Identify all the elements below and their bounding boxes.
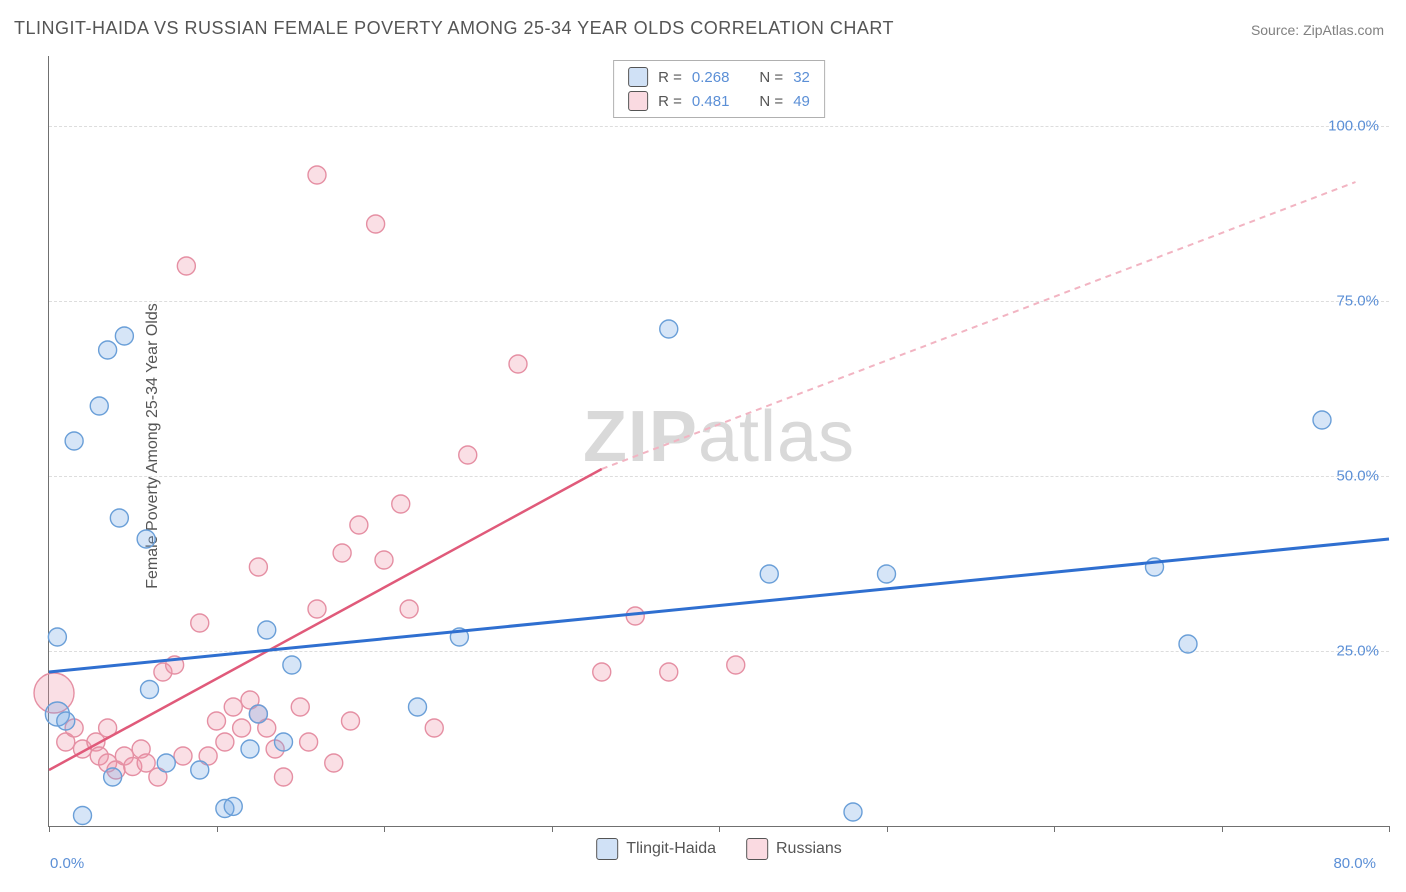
- scatter-point-blue: [137, 530, 155, 548]
- scatter-point-blue: [1313, 411, 1331, 429]
- x-tick: [217, 826, 218, 832]
- legend-label-blue: Tlingit-Haida: [626, 840, 716, 858]
- scatter-point-pink: [249, 558, 267, 576]
- scatter-point-blue: [660, 320, 678, 338]
- scatter-point-pink: [191, 614, 209, 632]
- series-legend: Tlingit-Haida Russians: [596, 838, 842, 860]
- legend-swatch-pink-icon: [746, 838, 768, 860]
- x-tick: [552, 826, 553, 832]
- scatter-point-blue: [74, 807, 92, 825]
- scatter-point-blue: [57, 712, 75, 730]
- trend-line: [49, 469, 602, 770]
- source-attribution: Source: ZipAtlas.com: [1251, 22, 1384, 38]
- chart-title: TLINGIT-HAIDA VS RUSSIAN FEMALE POVERTY …: [14, 18, 894, 39]
- r-value-pink: 0.481: [692, 93, 730, 110]
- legend-item-blue: Tlingit-Haida: [596, 838, 716, 860]
- scatter-point-blue: [115, 327, 133, 345]
- n-value-blue: 32: [793, 69, 810, 86]
- scatter-point-blue: [1179, 635, 1197, 653]
- scatter-point-pink: [593, 663, 611, 681]
- scatter-point-blue: [878, 565, 896, 583]
- r-label: R =: [658, 93, 682, 110]
- scatter-point-blue: [409, 698, 427, 716]
- scatter-point-pink: [660, 663, 678, 681]
- x-tick: [49, 826, 50, 832]
- x-axis-start-label: 0.0%: [50, 855, 84, 872]
- scatter-point-pink: [509, 355, 527, 373]
- scatter-point-blue: [224, 797, 242, 815]
- scatter-point-pink: [626, 607, 644, 625]
- scatter-point-blue: [844, 803, 862, 821]
- legend-label-pink: Russians: [776, 840, 842, 858]
- scatter-point-pink: [177, 257, 195, 275]
- scatter-point-blue: [65, 432, 83, 450]
- x-tick: [719, 826, 720, 832]
- scatter-point-blue: [110, 509, 128, 527]
- scatter-point-pink: [325, 754, 343, 772]
- scatter-point-blue: [157, 754, 175, 772]
- n-label: N =: [759, 93, 783, 110]
- n-value-pink: 49: [793, 93, 810, 110]
- r-value-blue: 0.268: [692, 69, 730, 86]
- scatter-point-blue: [191, 761, 209, 779]
- legend-row-blue: R = 0.268 N = 32: [628, 65, 810, 89]
- scatter-point-pink: [224, 698, 242, 716]
- scatter-point-pink: [459, 446, 477, 464]
- legend-swatch-blue: [628, 67, 648, 87]
- legend-swatch-blue-icon: [596, 838, 618, 860]
- scatter-point-pink: [308, 166, 326, 184]
- correlation-legend: R = 0.268 N = 32 R = 0.481 N = 49: [613, 60, 825, 118]
- x-tick: [1054, 826, 1055, 832]
- scatter-point-pink: [216, 733, 234, 751]
- legend-swatch-pink: [628, 91, 648, 111]
- legend-row-pink: R = 0.481 N = 49: [628, 89, 810, 113]
- x-tick: [1222, 826, 1223, 832]
- scatter-point-pink: [375, 551, 393, 569]
- x-tick: [1389, 826, 1390, 832]
- scatter-svg: [49, 56, 1389, 826]
- x-tick: [887, 826, 888, 832]
- scatter-point-pink: [233, 719, 251, 737]
- scatter-point-blue: [104, 768, 122, 786]
- x-tick: [384, 826, 385, 832]
- scatter-point-blue: [241, 740, 259, 758]
- scatter-point-pink: [367, 215, 385, 233]
- trend-line: [602, 182, 1356, 469]
- scatter-point-blue: [258, 621, 276, 639]
- scatter-point-blue: [249, 705, 267, 723]
- scatter-point-pink: [350, 516, 368, 534]
- scatter-point-pink: [727, 656, 745, 674]
- scatter-point-pink: [308, 600, 326, 618]
- scatter-point-blue: [99, 341, 117, 359]
- scatter-point-pink: [392, 495, 410, 513]
- scatter-point-pink: [174, 747, 192, 765]
- scatter-point-pink: [342, 712, 360, 730]
- scatter-point-blue: [141, 681, 159, 699]
- plot-area: ZIPatlas 25.0%50.0%75.0%100.0% R = 0.268…: [48, 56, 1389, 827]
- scatter-point-blue: [760, 565, 778, 583]
- scatter-point-pink: [275, 768, 293, 786]
- scatter-point-blue: [48, 628, 66, 646]
- scatter-point-pink: [300, 733, 318, 751]
- r-label: R =: [658, 69, 682, 86]
- n-label: N =: [759, 69, 783, 86]
- scatter-point-blue: [275, 733, 293, 751]
- legend-item-pink: Russians: [746, 838, 842, 860]
- scatter-point-pink: [291, 698, 309, 716]
- scatter-point-blue: [283, 656, 301, 674]
- scatter-point-pink: [425, 719, 443, 737]
- scatter-point-pink: [208, 712, 226, 730]
- scatter-point-pink: [400, 600, 418, 618]
- x-axis-end-label: 80.0%: [1333, 855, 1376, 872]
- scatter-point-pink: [333, 544, 351, 562]
- scatter-point-blue: [90, 397, 108, 415]
